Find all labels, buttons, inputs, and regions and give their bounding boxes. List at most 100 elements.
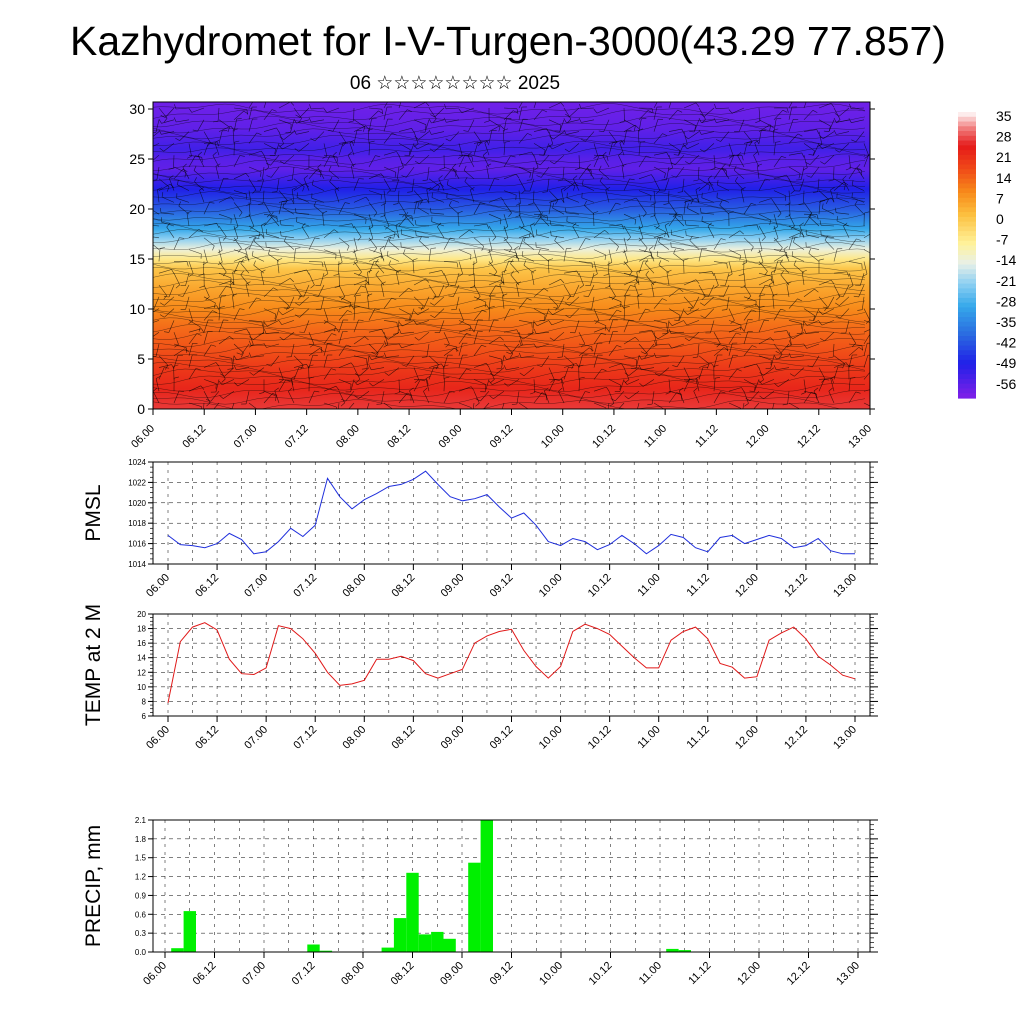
wind-barb-flag	[755, 303, 760, 309]
wind-barb	[578, 355, 583, 368]
wind-barb-flag	[178, 201, 181, 207]
wind-barb-flag	[299, 331, 305, 333]
y-tick-label: 1020	[128, 499, 146, 508]
wind-barb-flag	[583, 295, 589, 297]
wind-barb	[743, 203, 752, 215]
wind-barb-flag	[240, 352, 244, 358]
colorbar-cell	[958, 269, 976, 275]
wind-barb	[412, 260, 415, 274]
wind-barb	[800, 166, 805, 180]
wind-barb	[668, 392, 677, 404]
y-tick-label: 10	[129, 301, 145, 317]
wind-barb-flag	[621, 304, 625, 309]
wind-barb-flag	[402, 213, 407, 218]
wind-barb	[409, 308, 415, 321]
wind-barb	[458, 320, 471, 327]
wind-barb	[645, 343, 655, 354]
wind-barb	[584, 205, 595, 215]
wind-barb-flag	[409, 387, 414, 392]
wind-barb	[323, 385, 337, 392]
wind-barb	[413, 379, 421, 392]
temp-series-line	[167, 622, 856, 703]
wind-barb-flag	[874, 256, 875, 261]
wind-barb-flag	[407, 215, 412, 219]
wind-barb-flag	[407, 109, 412, 112]
wind-barb	[593, 249, 606, 256]
wind-barb	[695, 189, 700, 203]
wind-barb	[428, 178, 440, 187]
wind-barb-flag	[834, 113, 840, 117]
wind-barb-flag	[489, 306, 495, 308]
wind-barb	[568, 143, 580, 153]
wind-barb	[394, 178, 400, 192]
wind-barb-flag	[802, 269, 807, 273]
wind-barb	[773, 118, 777, 132]
wind-barb	[651, 391, 655, 405]
wind-barb	[153, 131, 160, 137]
wind-barb-flag	[699, 302, 705, 306]
wind-barb	[728, 343, 733, 356]
wind-barb	[458, 333, 467, 345]
wind-barb	[743, 303, 757, 309]
wind-barb-flag	[481, 246, 485, 251]
wind-barb-flag	[769, 124, 774, 129]
wind-barb-flag	[521, 251, 524, 257]
wind-barb	[383, 237, 390, 250]
wind-barb	[547, 178, 550, 192]
wind-barb	[416, 320, 430, 325]
wind-barb	[615, 390, 625, 402]
wind-barb	[801, 320, 805, 334]
wind-barb	[728, 402, 741, 409]
wind-barb-flag	[414, 136, 419, 140]
wind-barb	[164, 296, 175, 306]
wind-barb	[578, 332, 586, 344]
wind-barb-flag	[848, 364, 854, 367]
wind-barb	[308, 168, 318, 179]
colorbar-label: -7	[996, 232, 1009, 248]
wind-barb	[155, 343, 160, 357]
colorbar-cell	[958, 326, 976, 332]
wind-barb	[418, 331, 430, 341]
wind-barb	[758, 124, 771, 132]
wind-barb	[758, 130, 762, 144]
wind-barb	[311, 197, 325, 203]
wind-barb	[666, 320, 670, 334]
wind-barb	[424, 119, 430, 133]
wind-barb	[428, 270, 442, 274]
wind-barb-flag	[314, 390, 320, 393]
wind-barb	[773, 330, 787, 333]
wind-barb-flag	[634, 219, 637, 225]
wind-barb-flag	[428, 118, 432, 124]
wind-barb	[623, 261, 633, 272]
wind-barb	[338, 223, 352, 227]
wind-barb	[266, 331, 280, 334]
wind-barb-flag	[423, 387, 428, 392]
wind-barb-flag	[277, 258, 283, 261]
wind-barb	[852, 184, 865, 191]
wind-barb	[473, 331, 478, 345]
x-tick-label: 08.00	[340, 724, 368, 752]
wind-barb	[773, 254, 786, 262]
wind-barb	[653, 107, 658, 120]
wind-barb-flag	[603, 274, 609, 276]
wind-barb-flag	[835, 302, 840, 306]
wind-barb	[833, 362, 847, 368]
wind-barb	[262, 190, 265, 204]
wind-barb	[398, 155, 404, 168]
wind-barb	[203, 222, 217, 227]
wind-barb	[173, 237, 180, 250]
wind-barb-flag	[698, 118, 702, 123]
wind-barb	[836, 131, 850, 135]
wind-barb	[608, 261, 610, 275]
wind-barb-flag	[304, 167, 309, 170]
wind-barb	[848, 155, 851, 169]
wind-barb	[248, 237, 255, 250]
wind-barb-flag	[771, 198, 775, 203]
isoline	[153, 273, 866, 285]
wind-barb-flag	[820, 338, 825, 342]
x-tick-label: 08.12	[385, 423, 413, 451]
wind-barb-flag	[486, 223, 490, 229]
wind-barb	[308, 166, 322, 173]
wind-barb-flag	[186, 210, 192, 214]
